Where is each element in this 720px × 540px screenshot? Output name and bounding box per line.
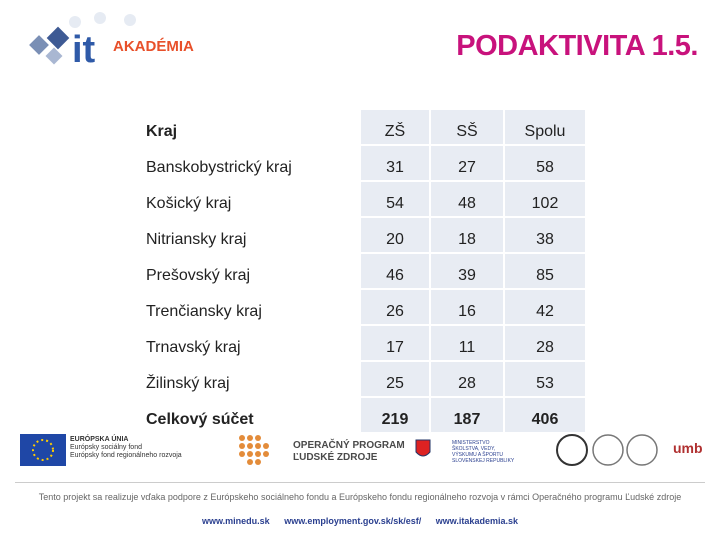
ministry-line: VÝSKUMU A ŠPORTU (452, 452, 504, 458)
footer-note: Tento projekt sa realizuje vďaka podpore… (38, 492, 682, 502)
table-row: Žilinský kraj 25 28 53 (140, 360, 587, 398)
column-header: Kraj (140, 108, 361, 146)
divider (15, 482, 705, 483)
table-row: Nitriansky kraj 20 18 38 (140, 216, 587, 254)
umb-logo: umb (673, 440, 703, 456)
row-label: Žilinský kraj (140, 360, 361, 398)
logo-text: AKADÉMIA (113, 38, 194, 55)
row-label: Trenčiansky kraj (140, 288, 361, 326)
logo-it: it (72, 29, 96, 71)
slide-title: PODAKTIVITA 1.5. (456, 30, 698, 62)
table-cell: 28 (503, 324, 587, 362)
table-row: Košický kraj 54 48 102 (140, 180, 587, 218)
op-logo-text: OPERAČNÝ PROGRAM ĽUDSKÉ ZDROJE (293, 440, 405, 464)
table-cell: 46 (359, 252, 431, 290)
table-cell: 42 (503, 288, 587, 326)
row-label: Celkový súčet (140, 396, 361, 434)
link: www.minedu.sk (202, 516, 270, 526)
header-row: Kraj ZŠ SŠ Spolu (140, 108, 587, 146)
row-label: Košický kraj (140, 180, 361, 218)
ministry-line: MINISTERSTVO (452, 440, 490, 446)
table-row: Trnavský kraj 17 11 28 (140, 324, 587, 362)
table-cell: 26 (359, 288, 431, 326)
table-cell: 28 (429, 360, 505, 398)
table-row: Trenčiansky kraj 26 16 42 (140, 288, 587, 326)
row-label: Prešovský kraj (140, 252, 361, 290)
op-line: OPERAČNÝ PROGRAM (293, 440, 405, 451)
eu-logo-text: EURÓPSKA ÚNIA Európsky sociálny fond Eur… (70, 436, 182, 460)
column-header: SŠ (429, 108, 505, 146)
table-cell: 219 (359, 396, 431, 434)
eu-line: EURÓPSKA ÚNIA (70, 436, 129, 443)
table-row: Prešovský kraj 46 39 85 (140, 252, 587, 290)
table: Kraj ZŠ SŠ Spolu Banskobystrický kraj 31 27 58 K… (140, 108, 587, 434)
column-header: Spolu (503, 108, 587, 146)
footer-links: www.minedu.sk www.employment.gov.sk/sk/e… (0, 516, 720, 526)
eu-line: Európsky sociálny fond (70, 444, 142, 451)
table-cell: 39 (429, 252, 505, 290)
table-cell: 54 (359, 180, 431, 218)
table-row: Celkový súčet 219 187 406 (140, 396, 587, 434)
row-label: Nitriansky kraj (140, 216, 361, 254)
table-cell: 48 (429, 180, 505, 218)
table-cell: 27 (429, 144, 505, 182)
table-cell: 38 (503, 216, 587, 254)
link: www.employment.gov.sk/sk/esf/ (284, 516, 422, 526)
table-row: Banskobystrický kraj 31 27 58 (140, 144, 587, 182)
table-cell: 18 (429, 216, 505, 254)
row-label: Trnavský kraj (140, 324, 361, 362)
table-cell: 85 (503, 252, 587, 290)
table-cell: 20 (359, 216, 431, 254)
table-cell: 17 (359, 324, 431, 362)
table-cell: 53 (503, 360, 587, 398)
link: www.itakademia.sk (435, 516, 518, 526)
ministry-line: SLOVENSKEJ REPUBLIKY (452, 458, 515, 464)
table-cell: 58 (503, 144, 587, 182)
table-cell: 31 (359, 144, 431, 182)
table-cell: 406 (503, 396, 587, 434)
logo: it AKADÉMIA (29, 12, 194, 71)
table-cell: 11 (429, 324, 505, 362)
table-cell: 16 (429, 288, 505, 326)
ministry-logo-text: MINISTERSTVO ŠKOLSTVA, VEDY, VÝSKUMU A Š… (452, 440, 514, 464)
logo-strip (20, 434, 658, 466)
table-cell: 25 (359, 360, 431, 398)
column-header: ZŠ (359, 108, 431, 146)
table-cell: 102 (503, 180, 587, 218)
row-label: Banskobystrický kraj (140, 144, 361, 182)
ministry-line: ŠKOLSTVA, VEDY, (452, 446, 496, 452)
op-line: ĽUDSKÉ ZDROJE (293, 452, 378, 463)
eu-line: Európsky fond regionálneho rozvoja (70, 452, 182, 459)
table-cell: 187 (429, 396, 505, 434)
